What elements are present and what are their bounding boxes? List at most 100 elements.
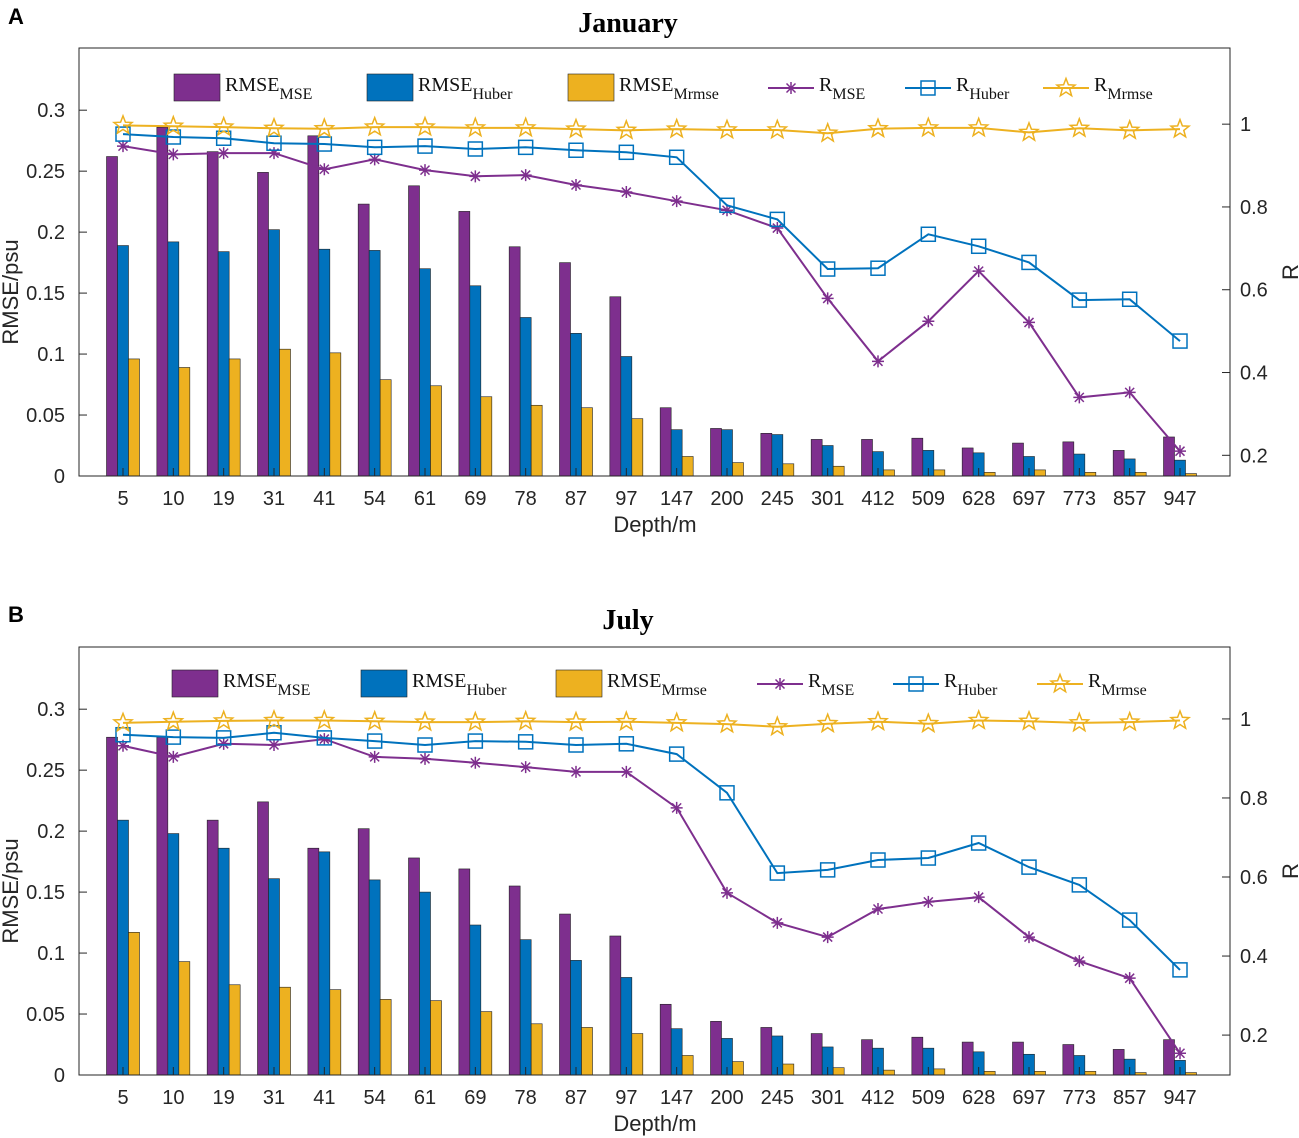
- marker-r-mse: [1073, 391, 1086, 404]
- plot-frame: [78, 47, 1231, 477]
- y-tick-label: 0.25: [26, 161, 65, 183]
- x-tick-label: 147: [660, 1087, 693, 1109]
- x-tick-label: 31: [263, 488, 285, 510]
- x-tick-label: 509: [912, 488, 945, 510]
- marker-r-mse: [318, 163, 331, 176]
- y-tick-label: 0.3: [37, 100, 65, 122]
- bar-rmse-mse: [1163, 1039, 1175, 1076]
- bar-rmse-mrmse: [933, 1068, 946, 1076]
- y-axis-label: RMSE/psu: [0, 239, 23, 344]
- marker-r-mse: [972, 265, 985, 278]
- legend-swatch: [173, 73, 221, 102]
- marker-r-mrmse: [564, 117, 588, 139]
- legend-label-main: RMSE: [223, 670, 277, 692]
- y-right-tick-label: 0.8: [1240, 788, 1268, 810]
- marker-r-huber: [215, 730, 232, 746]
- marker-r-mrmse: [1168, 708, 1192, 730]
- legend-label: RMSEMrmse: [607, 670, 707, 699]
- marker-r-mse: [1023, 316, 1035, 329]
- bar-rmse-mrmse: [631, 418, 644, 477]
- marker-r-mrmse: [615, 118, 638, 140]
- bar-rmse-mrmse: [480, 396, 493, 477]
- y-right-tick-label: 1: [1240, 114, 1251, 136]
- bar-rmse-mrmse: [329, 352, 342, 477]
- marker-r-mrmse: [1118, 710, 1141, 732]
- legend-label-sub: Mrmse: [1107, 86, 1152, 103]
- panel-b: B July 0 0.05 0.1 0.15 0.2 0.25 0.3 0.2 0.4 0.6 0.8 1…: [0, 602, 1299, 1136]
- bar-rmse-mse: [257, 172, 269, 477]
- marker-r-mse: [670, 801, 683, 814]
- marker-r-mrmse: [816, 121, 839, 143]
- y-right-tick-label: 0.4: [1240, 363, 1268, 385]
- bar-rmse-huber: [167, 833, 180, 1076]
- bar-rmse-mse: [659, 1003, 672, 1076]
- marker-r-huber: [819, 261, 836, 277]
- marker-r-mse: [268, 739, 280, 752]
- marker-r-mrmse: [162, 114, 185, 136]
- bar-rmse-mse: [206, 819, 219, 1076]
- legend-swatch: [555, 669, 603, 698]
- marker-r-mrmse: [313, 708, 336, 730]
- bar-rmse-mse: [156, 736, 169, 1076]
- marker-r-huber: [517, 139, 534, 156]
- marker-r-huber: [517, 734, 534, 750]
- panel-label: B: [8, 602, 24, 627]
- bar-rmse-huber: [620, 977, 633, 1076]
- bar-rmse-mrmse: [430, 1000, 442, 1076]
- marker-r-mse: [519, 761, 532, 774]
- legend-label-main: R: [1088, 670, 1102, 692]
- bar-rmse-mse: [458, 211, 471, 477]
- marker-r-huber: [719, 197, 735, 214]
- legend-label-sub: Mrmse: [1101, 682, 1146, 699]
- x-tick-label: 87: [565, 1087, 587, 1109]
- x-tick-label: 78: [515, 1087, 537, 1109]
- marker-r-huber: [668, 149, 685, 166]
- bar-rmse-mrmse: [128, 358, 140, 477]
- bar-rmse-mse: [1112, 1049, 1125, 1076]
- bar-rmse-mrmse: [883, 1069, 895, 1076]
- marker-r-mrmse: [313, 117, 336, 139]
- bar-rmse-mrmse: [782, 463, 795, 477]
- bar-rmse-mse: [760, 433, 773, 477]
- marker-r-mse: [368, 750, 381, 763]
- legend-swatch: [366, 73, 414, 102]
- bar-rmse-mse: [861, 439, 873, 477]
- bar-rmse-mrmse: [279, 986, 291, 1076]
- x-tick-label: 773: [1063, 488, 1096, 510]
- x-tick-label: 628: [962, 1087, 995, 1109]
- bar-rmse-mse: [911, 1036, 924, 1076]
- bar-rmse-huber: [570, 960, 582, 1076]
- line-r-mrmse: [122, 719, 1181, 728]
- marker-r-huber: [1071, 292, 1088, 308]
- x-tick-label: 147: [660, 488, 693, 510]
- y-right-tick-label: 0.6: [1240, 280, 1268, 302]
- marker-r-mse: [721, 204, 733, 217]
- marker-r-mrmse: [1017, 709, 1041, 731]
- marker-r-mrmse: [363, 709, 386, 731]
- marker-r-huber: [769, 211, 786, 228]
- bar-rmse-mse: [961, 447, 974, 477]
- bar-rmse-mrmse: [1134, 472, 1147, 477]
- x-tick-label: 5: [117, 1087, 128, 1109]
- marker-r-huber: [668, 746, 685, 762]
- bar-rmse-mse: [760, 1027, 773, 1076]
- marker-r-mrmse: [715, 712, 739, 734]
- bar-rmse-mrmse: [1034, 469, 1046, 477]
- bar-rmse-mse: [1062, 1044, 1075, 1076]
- x-axis-label: Depth/m: [613, 512, 696, 537]
- marker-r-huber: [266, 725, 282, 741]
- x-tick-label: 61: [414, 1087, 436, 1109]
- bar-rmse-huber: [419, 891, 431, 1076]
- legend-label: RMSEHuber: [418, 74, 513, 103]
- bar-rmse-mrmse: [430, 385, 442, 477]
- line-r-huber: [122, 133, 1181, 342]
- x-tick-label: 69: [464, 488, 486, 510]
- marker-r-mse: [620, 186, 633, 199]
- legend-marker: [920, 80, 936, 96]
- legend-label: RMSEHuber: [412, 670, 507, 699]
- plot-frame: [78, 646, 1231, 1076]
- marker-r-mrmse: [111, 711, 135, 733]
- x-tick-label: 697: [1012, 488, 1045, 510]
- bar-rmse-mse: [810, 439, 823, 477]
- bar-rmse-mrmse: [279, 348, 291, 477]
